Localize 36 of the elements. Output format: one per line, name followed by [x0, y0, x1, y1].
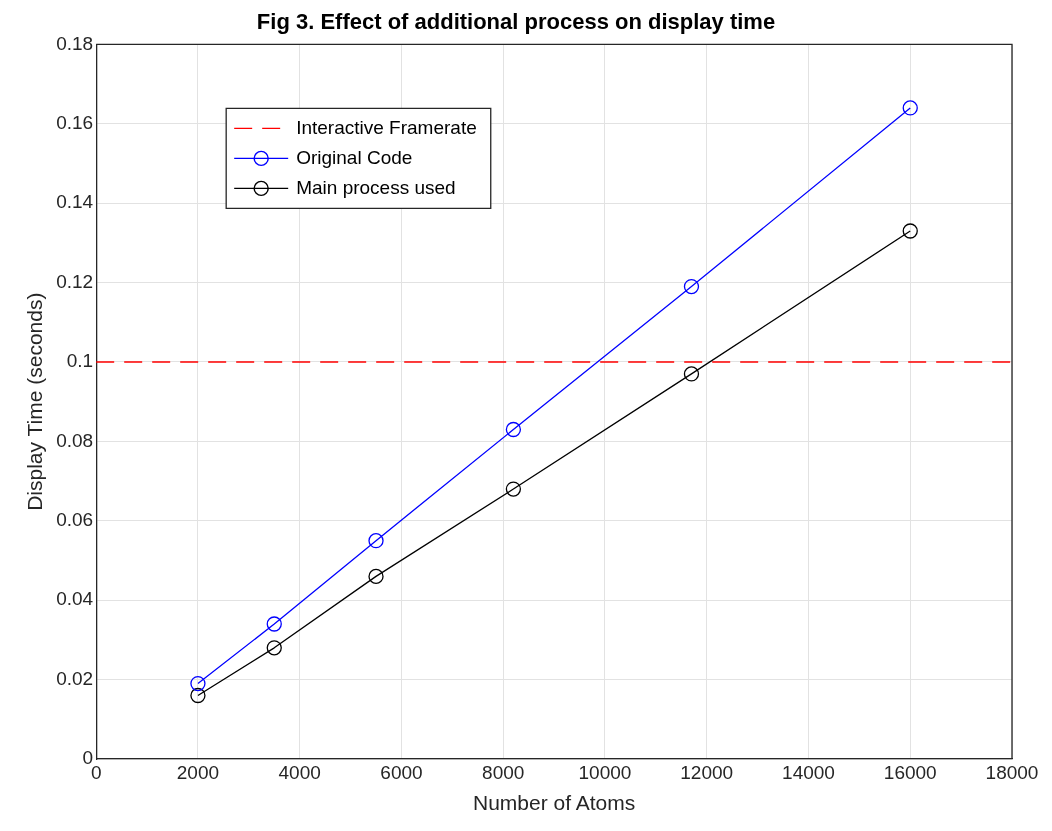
point: [190, 687, 206, 704]
x-tick-label: 6000: [380, 761, 423, 783]
legend-label: Original Code: [296, 146, 413, 168]
y-tick-label: 0.14: [56, 191, 94, 213]
y-tick-label: 0.18: [56, 32, 94, 54]
chart-title: Fig 3. Effect of additional process on display time: [256, 9, 776, 35]
legend-label: Main process used: [296, 176, 456, 198]
point: [683, 278, 700, 295]
y-tick-label: 0.08: [56, 429, 94, 451]
point: [505, 421, 522, 438]
x-tick-label: 12000: [680, 761, 734, 783]
x-tick-label: 8000: [482, 761, 525, 783]
x-axis-title: Number of Atoms: [472, 791, 636, 815]
y-tick-label: 0.04: [56, 588, 94, 610]
point: [683, 366, 700, 382]
point: [902, 223, 918, 239]
y-tick-label: 0.12: [56, 270, 94, 292]
point: [902, 100, 918, 116]
point: [266, 640, 282, 656]
x-tick-label: 4000: [278, 761, 321, 783]
y-tick-label: 0.02: [56, 667, 94, 689]
y-tick-label: 0.1: [66, 350, 94, 372]
x-tick-label: 14000: [782, 761, 835, 783]
y-tick-label: 0.06: [56, 509, 94, 531]
y-axis-title: Display Time (seconds): [23, 292, 47, 511]
point: [368, 533, 384, 549]
point: [368, 568, 384, 585]
x-tick-label: 16000: [883, 761, 937, 783]
x-tick-label: 2000: [176, 761, 220, 783]
legend-label: Interactive Framerate: [296, 116, 477, 138]
point: [266, 616, 282, 632]
point: [190, 675, 206, 692]
point: [505, 481, 522, 497]
x-tick-label: 10000: [578, 761, 632, 783]
x-tick-label: 18000: [985, 761, 1039, 783]
y-tick-label: 0.16: [56, 112, 94, 134]
